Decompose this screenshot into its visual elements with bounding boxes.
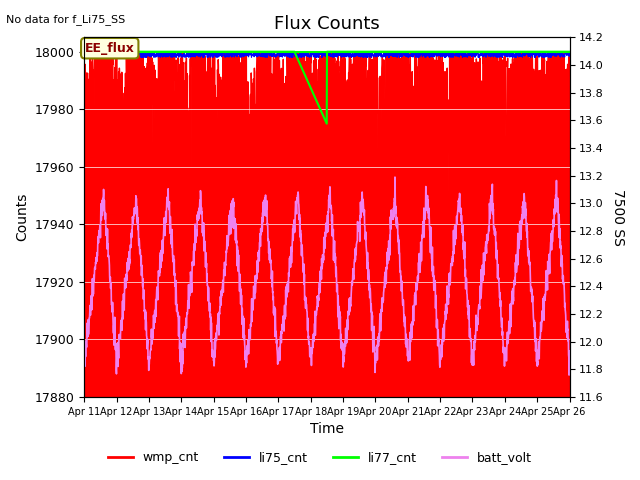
Title: Flux Counts: Flux Counts: [274, 15, 380, 33]
Y-axis label: 7500 SS: 7500 SS: [611, 189, 625, 246]
X-axis label: Time: Time: [310, 422, 344, 436]
Bar: [84, 210, 570, 282]
Text: No data for f_Li75_SS: No data for f_Li75_SS: [6, 14, 125, 25]
Y-axis label: Counts: Counts: [15, 193, 29, 241]
Legend: wmp_cnt, li75_cnt, li77_cnt, batt_volt: wmp_cnt, li75_cnt, li77_cnt, batt_volt: [103, 446, 537, 469]
Text: EE_flux: EE_flux: [85, 42, 134, 55]
